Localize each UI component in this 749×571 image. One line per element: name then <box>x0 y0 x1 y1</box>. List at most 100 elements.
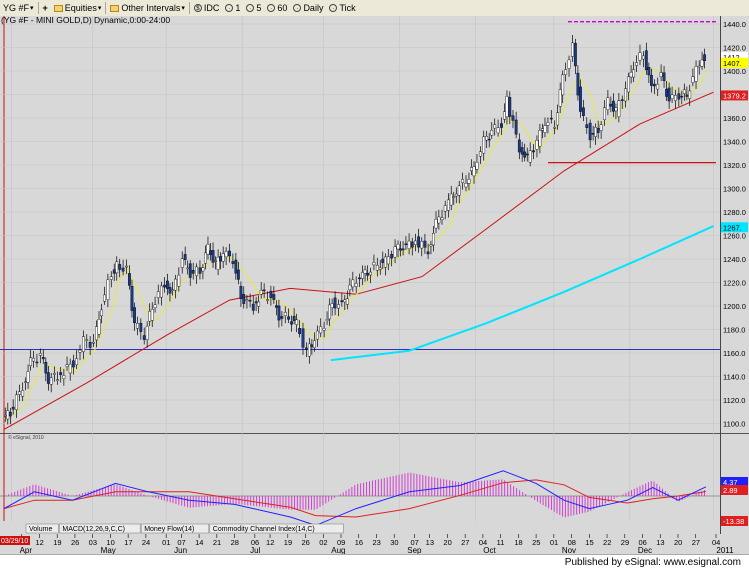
candle-body <box>505 96 509 118</box>
candle-body <box>571 42 574 57</box>
candle-body <box>312 340 316 348</box>
price-chart[interactable]: 1440.01420.01400.01380.01360.01340.01320… <box>0 15 749 555</box>
candle-body <box>366 273 370 276</box>
price-tag-bg <box>721 222 748 233</box>
candle-body <box>585 124 589 128</box>
candle-body <box>694 66 698 82</box>
separator <box>37 2 39 14</box>
candle-body <box>670 94 674 99</box>
chevron-down-icon: ▾ <box>181 5 185 12</box>
candle-body <box>259 289 263 295</box>
candle-body <box>567 59 571 69</box>
separator <box>105 2 107 14</box>
candle-body <box>214 260 217 262</box>
day-label: 20 <box>443 538 451 547</box>
day-label: 23 <box>372 538 380 547</box>
candle-body <box>3 414 7 417</box>
indicator-tab[interactable] <box>59 523 141 534</box>
candle-body <box>139 322 143 332</box>
candle-body <box>8 411 12 417</box>
idc-button[interactable]: $ IDC <box>191 1 223 15</box>
candle-body <box>234 259 238 274</box>
candle-body <box>145 325 149 340</box>
candle-body <box>652 83 656 87</box>
day-label: 17 <box>124 538 132 547</box>
start-date-label: 03/29/10 <box>1 538 28 545</box>
candle-body <box>85 339 89 341</box>
candle-body <box>629 72 633 78</box>
candle-body <box>88 341 92 348</box>
price-tick-label: 1100.0 <box>723 420 745 429</box>
candle-body <box>38 353 42 356</box>
candle-body <box>106 279 110 300</box>
idc-icon: $ <box>193 4 202 12</box>
candle-body <box>558 89 562 107</box>
candle-body <box>511 115 515 121</box>
candle-body <box>109 276 113 280</box>
price-tick-label: 1360.0 <box>723 114 746 123</box>
month-label: Nov <box>562 546 576 554</box>
candle-body <box>603 107 606 120</box>
candle-body <box>242 294 246 304</box>
candle-body <box>239 286 243 299</box>
interval-1-button[interactable]: · 1 <box>222 1 243 15</box>
macd-tag-label: -13.38 <box>723 517 744 526</box>
day-label: 18 <box>514 538 522 547</box>
symbol-field[interactable]: YG #F ▾ <box>0 1 37 15</box>
equities-menu[interactable]: Equities ▾ <box>51 1 105 15</box>
day-label: 11 <box>497 538 505 547</box>
candle-body <box>611 100 615 112</box>
interval-daily-button[interactable]: · Daily <box>290 1 326 15</box>
chart-area[interactable]: 1440.01420.01400.01380.01360.01340.01320… <box>0 15 749 555</box>
candle-body <box>18 391 21 395</box>
candle-body <box>209 250 212 255</box>
candle-body <box>472 166 476 177</box>
candle-body <box>283 312 287 316</box>
day-label: 09 <box>337 538 345 547</box>
candle-body <box>6 410 10 420</box>
indicator-tab[interactable] <box>140 523 210 534</box>
day-label: 14 <box>195 538 203 547</box>
candle-body <box>115 261 119 274</box>
candle-body <box>153 304 157 308</box>
candle-body <box>301 328 305 348</box>
candle-body <box>452 196 456 198</box>
candle-body <box>248 300 252 302</box>
plus-icon: + <box>42 3 48 13</box>
candle-body <box>136 323 139 329</box>
candle-body <box>599 124 603 131</box>
candle-body <box>437 216 441 224</box>
candle-body <box>647 67 651 76</box>
candle-body <box>393 246 397 258</box>
candle-body <box>475 161 479 170</box>
candle-body <box>635 62 639 66</box>
folder-icon <box>110 4 120 12</box>
clock-icon: · <box>293 4 302 12</box>
candle-body <box>348 284 352 290</box>
candle-body <box>103 294 106 302</box>
candle-body <box>614 107 618 112</box>
month-label: May <box>101 546 116 554</box>
interval-label: 60 <box>277 3 288 13</box>
indicator-tab[interactable] <box>25 523 59 534</box>
ma-long <box>330 225 714 362</box>
add-symbol-button[interactable]: + <box>40 1 51 15</box>
candle-body <box>443 205 447 212</box>
indicator-tab[interactable] <box>209 523 344 534</box>
interval-5-button[interactable]: · 5 <box>243 1 264 15</box>
price-tick-label: 1320.0 <box>723 161 746 170</box>
candle-body <box>198 267 202 274</box>
candle-body <box>528 150 532 163</box>
toolbar: YG #F ▾ + Equities ▾ Other Intervals ▾ $ IDC… <box>0 0 749 17</box>
candle-body <box>24 381 27 383</box>
candle-body <box>322 328 326 331</box>
interval-60-button[interactable]: · 60 <box>264 1 290 15</box>
interval-tick-button[interactable]: · Tick <box>326 1 358 15</box>
candle-body <box>71 360 75 368</box>
price-tick-label: 1340.0 <box>723 138 746 147</box>
candle-body <box>188 263 192 278</box>
day-label: 26 <box>302 538 310 547</box>
price-tick-label: 1440.0 <box>723 20 746 29</box>
candle-body <box>333 297 337 309</box>
other-intervals-menu[interactable]: Other Intervals ▾ <box>107 1 188 15</box>
